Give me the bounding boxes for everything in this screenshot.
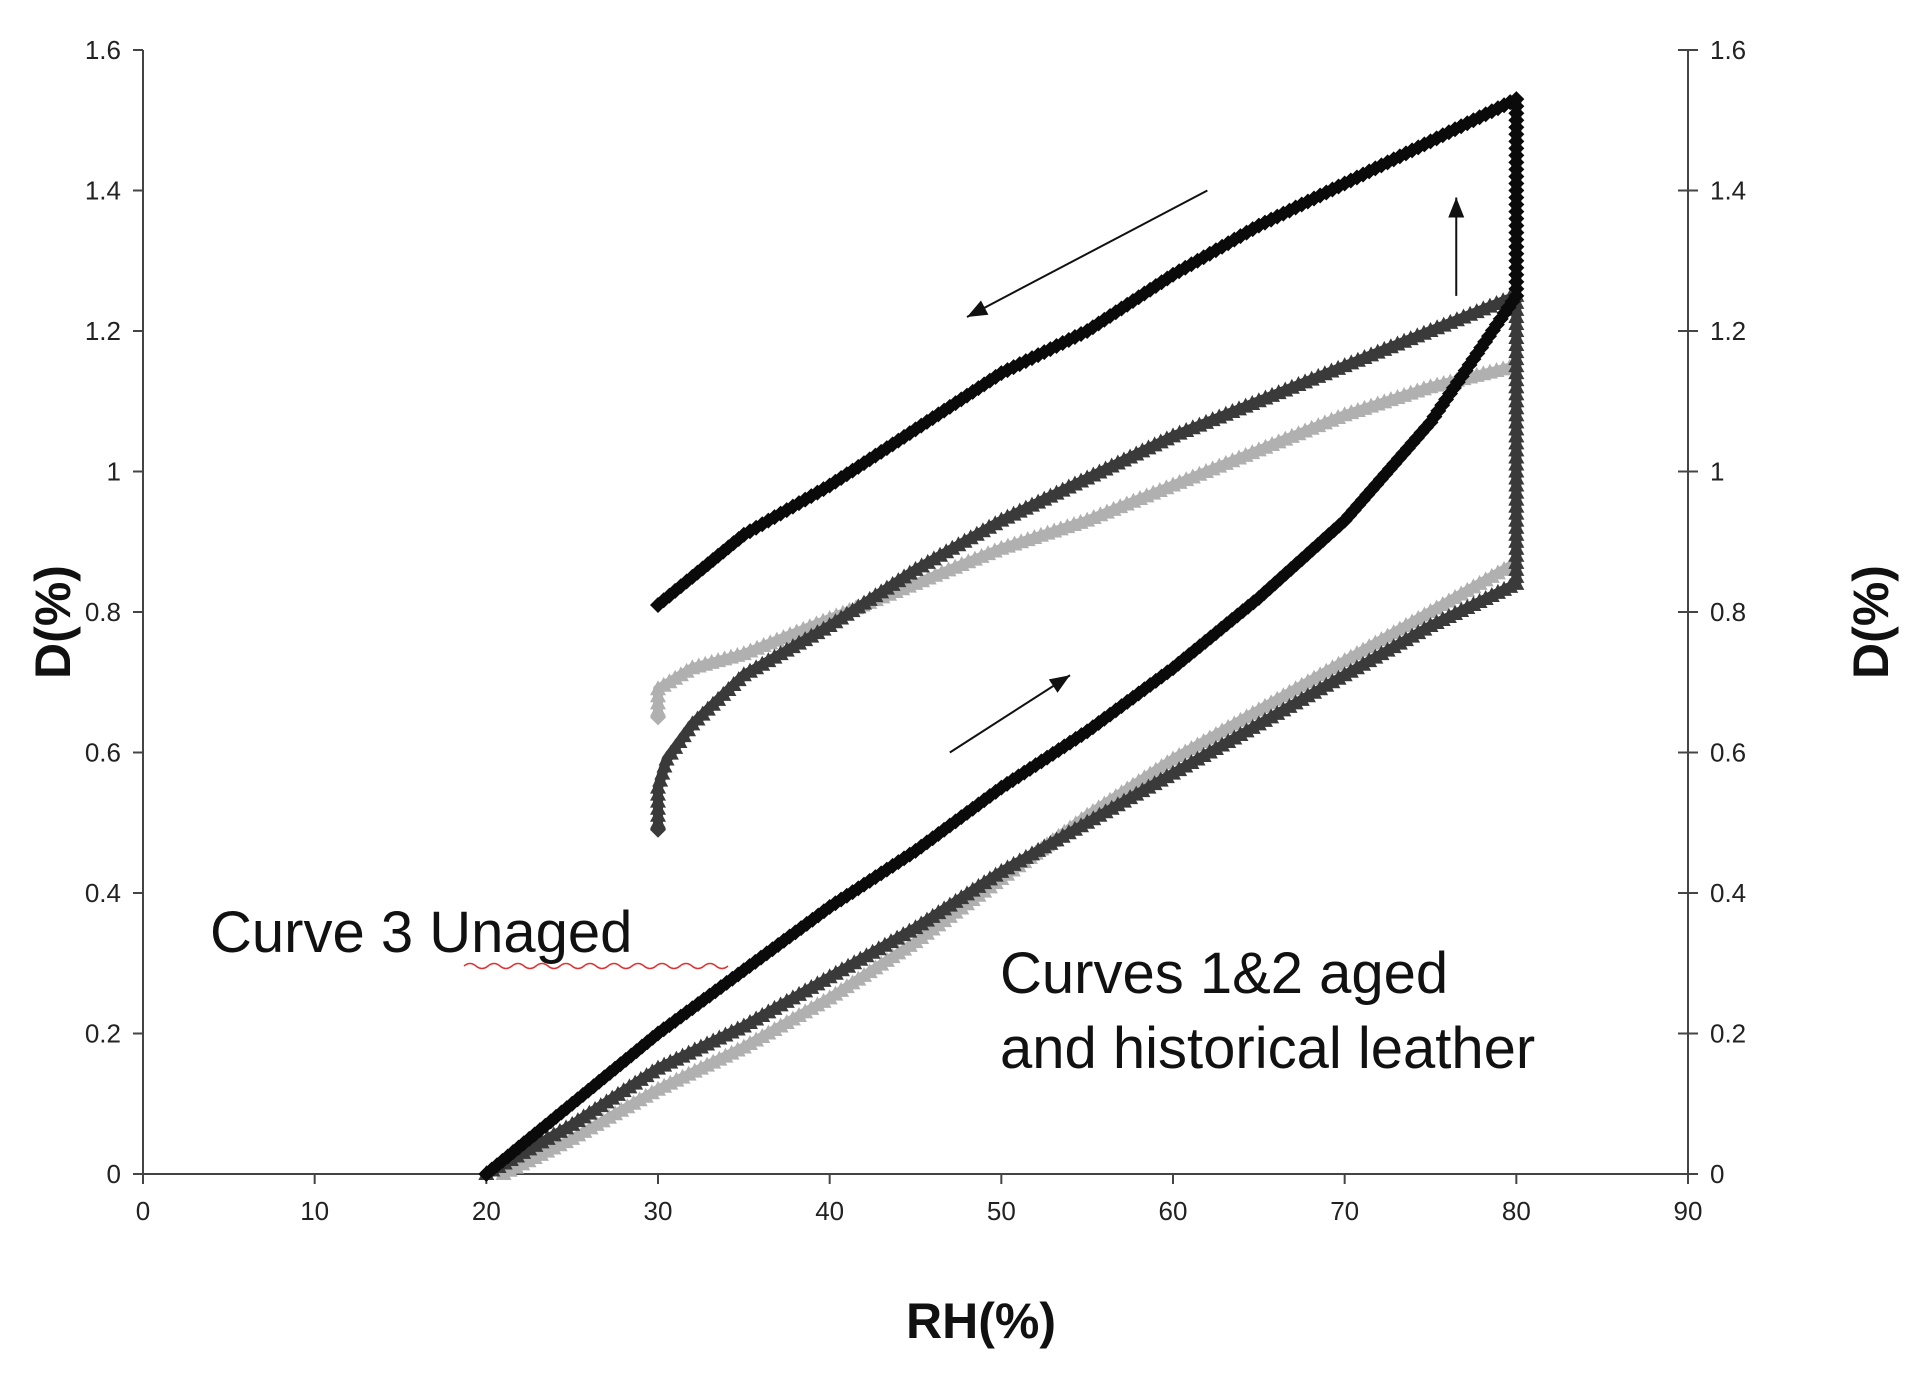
series-marker — [650, 709, 666, 726]
y-tick-label-right: 0.2 — [1710, 1019, 1746, 1049]
direction-arrow — [1448, 197, 1465, 296]
y-tick-label-right: 0.6 — [1710, 738, 1746, 768]
x-tick-label: 0 — [136, 1196, 150, 1226]
x-tick-label: 40 — [815, 1196, 844, 1226]
arrow-layer — [949, 189, 1465, 754]
y-tick-label-right: 1 — [1710, 457, 1724, 487]
y-tick-label-left: 1.4 — [85, 176, 121, 206]
y-tick-label-left: 0.6 — [85, 738, 121, 768]
y-tick-label-right: 0 — [1710, 1159, 1724, 1189]
y-axis-right-title: D(%) — [1843, 565, 1899, 679]
annotation-aged-line1: Curves 1&2 aged — [1000, 941, 1448, 1006]
x-tick-label: 30 — [644, 1196, 673, 1226]
annotation-unaged: Curve 3 Unaged — [210, 900, 632, 965]
data-series-2 — [478, 286, 1525, 1180]
x-tick-label: 80 — [1502, 1196, 1531, 1226]
x-tick-label: 70 — [1330, 1196, 1359, 1226]
x-tick-label: 90 — [1674, 1196, 1703, 1226]
arrow-head — [1448, 197, 1465, 218]
y-tick-label-left: 0 — [107, 1159, 121, 1189]
series-marker — [650, 813, 666, 829]
axis-ticks: 0 10 20 30 40 50 60 70 80 900 00.2 0.20.4 0.40.6 0.60… — [85, 35, 1746, 1226]
plot-area: 0 10 20 30 40 50 60 70 80 900 00.2 0.20.4 0.40.6 0.60… — [85, 35, 1746, 1226]
series-marker — [650, 701, 666, 717]
series-marker — [499, 1148, 516, 1165]
y-tick-label-left: 1 — [107, 457, 121, 487]
y-tick-label-left: 0.4 — [85, 878, 121, 908]
y-tick-label-left: 1.6 — [85, 35, 121, 65]
series-marker — [1017, 353, 1034, 370]
y-tick-label-right: 1.6 — [1710, 35, 1746, 65]
series-layer — [478, 91, 1525, 1182]
y-tick-label-left: 0.2 — [85, 1019, 121, 1049]
arrow-head — [1048, 675, 1070, 693]
spellcheck-underline — [463, 962, 729, 970]
y-tick-label-left: 1.2 — [85, 316, 121, 346]
x-tick-label: 20 — [472, 1196, 501, 1226]
direction-arrow — [966, 189, 1208, 318]
x-axis-title: RH(%) — [906, 1293, 1056, 1349]
arrow-head — [967, 300, 989, 317]
arrow-shaft — [949, 674, 1071, 754]
y-tick-label-right: 1.2 — [1710, 316, 1746, 346]
series-marker — [650, 821, 666, 838]
y-axis-left-title: D(%) — [25, 565, 81, 679]
y-tick-label-left: 0.8 — [85, 597, 121, 627]
y-tick-label-right: 1.4 — [1710, 176, 1746, 206]
annotation-aged-line2: and historical leather — [1000, 1016, 1535, 1081]
data-series-1 — [478, 91, 1525, 1182]
direction-arrow — [949, 674, 1071, 754]
x-tick-label: 60 — [1159, 1196, 1188, 1226]
y-tick-label-right: 0.4 — [1710, 878, 1746, 908]
series-marker — [1023, 350, 1040, 367]
y-tick-label-right: 0.8 — [1710, 597, 1746, 627]
arrow-shaft — [966, 189, 1208, 318]
x-tick-label: 10 — [300, 1196, 329, 1226]
series-marker — [650, 596, 666, 613]
x-tick-label: 50 — [987, 1196, 1016, 1226]
